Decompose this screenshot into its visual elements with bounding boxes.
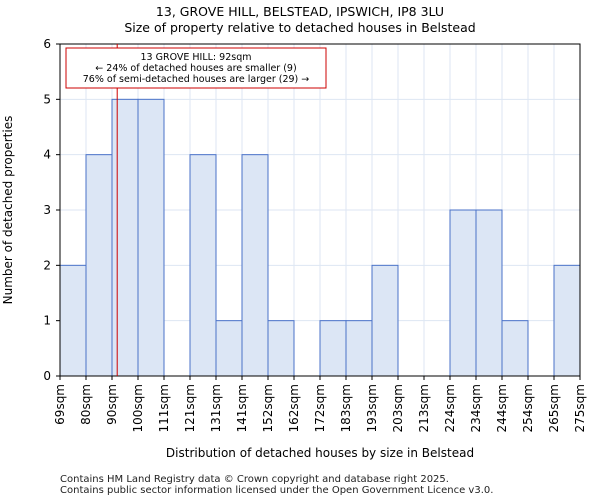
annotation-line-1: 13 GROVE HILL: 92sqm [141,52,252,63]
x-tick-label-1: 80sqm [79,384,93,425]
y-axis-label: Number of detached properties [1,116,15,305]
annotation-box [65,47,327,89]
bar-234sqm [475,209,503,377]
x-tick-label-7: 141sqm [235,384,249,432]
y-tick-label-5: 5 [43,92,51,106]
x-tick-label-19: 265sqm [547,384,561,432]
x-tick-label-11: 183sqm [339,384,353,432]
bar-152sqm [267,320,295,377]
x-tick-label-4: 111sqm [157,384,171,432]
chart-title: 13, GROVE HILL, BELSTEAD, IPSWICH, IP8 3… [155,4,445,19]
footer-line-1: Contains HM Land Registry data © Crown c… [60,474,449,485]
bar-244sqm [501,320,529,377]
x-axis-label: Distribution of detached houses by size … [166,446,474,460]
x-tick-label-16: 234sqm [469,384,483,432]
x-tick-label-20: 275sqm [573,384,587,432]
x-tick-label-18: 254sqm [521,384,535,432]
x-tick-label-3: 100sqm [131,384,145,432]
bar-141sqm [241,154,269,377]
bar-172sqm [319,320,347,377]
footer-line-2: Contains public sector information licen… [60,485,494,496]
chart-subtitle: Size of property relative to detached ho… [124,20,476,35]
bar-69sqm [59,264,87,377]
bar-121sqm [189,154,217,377]
bar-100sqm [137,98,165,377]
x-tick-label-10: 172sqm [313,384,327,432]
y-tick-label-4: 4 [43,148,51,162]
bar-90sqm [111,98,139,377]
y-tick-label-1: 1 [43,314,51,328]
x-tick-label-15: 224sqm [443,384,457,432]
x-tick-label-17: 244sqm [495,384,509,432]
x-tick-label-2: 90sqm [105,384,119,425]
bar-193sqm [371,264,399,377]
bar-183sqm [345,320,373,377]
y-tick-label-6: 6 [43,37,51,51]
x-tick-label-0: 69sqm [53,384,67,425]
x-tick-label-12: 193sqm [365,384,379,432]
annotation-line-3: 76% of semi-detached houses are larger (… [83,74,310,85]
x-tick-label-14: 213sqm [417,384,431,432]
x-tick-label-6: 131sqm [209,384,223,432]
bar-224sqm [449,209,477,377]
bar-265sqm [553,264,581,377]
x-tick-label-8: 152sqm [261,384,275,432]
bar-131sqm [215,320,243,377]
bar-80sqm [85,154,113,377]
y-tick-label-2: 2 [43,258,51,272]
x-tick-label-5: 121sqm [183,384,197,432]
y-tick-label-3: 3 [43,203,51,217]
y-tick-label-0: 0 [43,369,51,383]
x-tick-label-13: 203sqm [391,384,405,432]
x-tick-label-9: 162sqm [287,384,301,432]
annotation-line-2: ← 24% of detached houses are smaller (9) [95,63,296,74]
